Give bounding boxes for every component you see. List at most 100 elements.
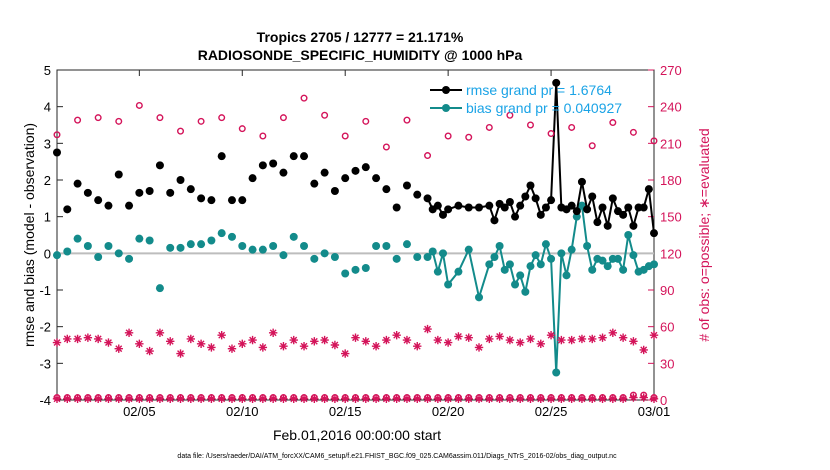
legend-bias-label: bias grand pr = 0.040927 xyxy=(466,100,622,116)
y-tick-label: -4 xyxy=(39,393,51,408)
bias-point xyxy=(547,254,556,263)
obs-possible-marker xyxy=(94,114,102,122)
obs-possible-marker xyxy=(341,132,349,140)
bias-point xyxy=(166,243,175,252)
bias-point xyxy=(526,262,535,271)
y-tick-label: -3 xyxy=(39,356,51,371)
bias-point xyxy=(269,242,278,250)
obs-evaluated-marker xyxy=(557,394,566,403)
y-tick-label: 4 xyxy=(44,100,51,115)
obs-possible-marker xyxy=(568,123,576,131)
obs-evaluated-marker xyxy=(104,338,113,347)
bias-point xyxy=(552,368,561,377)
x-axis-label: Feb.01,2016 00:00:00 start xyxy=(273,427,441,443)
obs-evaluated-marker xyxy=(258,394,268,403)
y2-tick-label: 0 xyxy=(660,393,667,408)
obs-evaluated-marker xyxy=(104,394,113,403)
bias-point xyxy=(433,267,442,276)
obs-series xyxy=(52,94,659,403)
bias-point xyxy=(402,240,411,249)
rmse-point xyxy=(258,161,267,170)
obs-possible-marker xyxy=(218,114,226,122)
obs-evaluated-marker xyxy=(639,345,648,355)
rmse-point xyxy=(577,177,586,186)
y-tick-label: 5 xyxy=(44,63,51,78)
obs-possible-marker xyxy=(506,111,514,119)
obs-evaluated-marker xyxy=(186,394,196,403)
obs-evaluated-marker xyxy=(413,342,422,351)
rmse-point xyxy=(536,210,545,219)
obs-evaluated-marker xyxy=(515,394,525,403)
y2-tick-labels: 0 30 60 90 120 150 180 210 240 270 xyxy=(660,63,682,408)
bias-point xyxy=(505,260,514,269)
rmse-point xyxy=(114,170,123,179)
rmse-point xyxy=(588,192,597,201)
rmse-point xyxy=(619,210,628,219)
y-axis-label: rmse and bias (model - observation) xyxy=(21,123,37,347)
obs-possible-marker xyxy=(609,119,617,127)
rmse-point xyxy=(603,221,612,230)
obs-evaluated-marker xyxy=(63,334,72,344)
chart-title: Tropics 2705 / 12777 = 21.171% xyxy=(257,29,464,45)
obs-evaluated-marker xyxy=(443,338,453,347)
x-tick-label: 02/05 xyxy=(123,404,156,419)
rmse-point xyxy=(521,192,530,201)
obs-possible-marker xyxy=(321,111,329,119)
y2-tick-label: 210 xyxy=(660,136,682,151)
footnote: data file: /Users/raeder/DAI/ATM_forcXX/… xyxy=(177,453,617,460)
rmse-point xyxy=(639,203,648,212)
obs-evaluated-marker xyxy=(495,394,504,403)
rmse-point xyxy=(547,196,556,205)
bias-point xyxy=(114,249,123,258)
rmse-point xyxy=(454,201,463,210)
bias-point xyxy=(351,265,360,274)
obs-evaluated-marker xyxy=(382,335,391,345)
rmse-point xyxy=(94,196,103,205)
bias-point xyxy=(588,265,597,274)
y2-tick-label: 240 xyxy=(660,100,682,115)
bias-point xyxy=(176,243,185,252)
rmse-point xyxy=(572,207,581,216)
rmse-point xyxy=(145,187,154,195)
obs-evaluated-marker xyxy=(639,393,648,402)
bias-point xyxy=(444,280,453,289)
obs-possible-marker xyxy=(650,137,658,145)
obs-possible-marker xyxy=(526,121,534,129)
bias-point xyxy=(536,260,545,269)
obs-evaluated-marker xyxy=(618,333,628,342)
rmse-point xyxy=(552,78,561,87)
rmse-point xyxy=(624,203,633,212)
obs-evaluated-marker xyxy=(114,394,123,403)
bias-point xyxy=(197,240,206,249)
obs-evaluated-marker xyxy=(474,394,484,403)
bias-point xyxy=(392,254,401,263)
rmse-point xyxy=(490,216,499,225)
bias-point xyxy=(135,234,144,243)
obs-evaluated-marker xyxy=(73,394,82,403)
rmse-point xyxy=(238,196,247,205)
rmse-point xyxy=(248,174,257,183)
rmse-point xyxy=(583,205,592,214)
rmse-point xyxy=(438,210,447,219)
obs-evaluated-marker xyxy=(330,340,340,350)
rmse-point xyxy=(310,179,319,188)
y-tick-label: 3 xyxy=(44,136,51,151)
obs-evaluated-marker xyxy=(310,394,319,403)
obs-evaluated-marker xyxy=(392,394,401,403)
obs-possible-marker xyxy=(588,142,596,150)
rmse-point xyxy=(464,203,473,212)
obs-evaluated-marker xyxy=(207,343,216,352)
obs-evaluated-marker xyxy=(649,394,659,403)
obs-evaluated-marker xyxy=(155,394,165,403)
obs-evaluated-marker xyxy=(52,394,62,403)
obs-evaluated-marker xyxy=(299,394,309,403)
obs-evaluated-marker xyxy=(341,394,350,403)
rmse-point xyxy=(289,152,298,161)
obs-evaluated-marker xyxy=(268,328,278,337)
bias-point xyxy=(557,249,566,258)
rmse-point xyxy=(63,205,72,214)
rmse-point xyxy=(330,187,339,195)
obs-possible-marker xyxy=(424,152,432,160)
bias-point xyxy=(438,249,447,258)
obs-evaluated-marker xyxy=(546,394,556,403)
